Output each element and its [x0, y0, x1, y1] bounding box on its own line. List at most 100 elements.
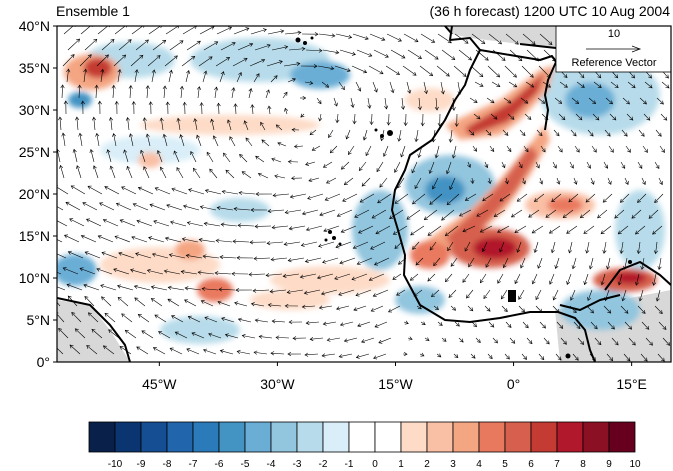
colorbar-label: -10: [108, 459, 123, 470]
wind-arrow: [549, 225, 561, 234]
wind-arrowhead: [212, 135, 217, 140]
lat-tick-label: 15°N: [19, 228, 50, 244]
wind-arrow: [369, 33, 385, 41]
wind-arrow: [570, 289, 576, 301]
wind-arrowhead: [514, 229, 519, 233]
wind-arrowhead: [542, 324, 546, 329]
wind-arrow: [556, 321, 563, 329]
wind-arrow: [379, 177, 388, 188]
wind-arrow: [235, 103, 237, 115]
wind-arrowhead: [144, 39, 149, 44]
wind-arrow: [241, 171, 252, 179]
wind-arrowhead: [392, 276, 397, 280]
wind-arrow: [322, 49, 339, 54]
wind-arrowhead: [665, 84, 670, 89]
wind-arrow: [259, 336, 273, 339]
wind-arrowhead: [173, 150, 178, 155]
wind-arrow: [557, 145, 563, 153]
wind-arrowhead: [302, 95, 307, 101]
wind-arrowhead: [403, 122, 408, 127]
wind-arrowhead: [662, 325, 667, 330]
anomaly-shading: [57, 38, 665, 344]
wind-arrow: [556, 177, 560, 185]
wind-arrowhead: [390, 89, 395, 94]
wind-arrowhead: [224, 333, 229, 338]
wind-arrow: [532, 273, 538, 285]
wind-arrow: [371, 113, 373, 125]
wind-arrowhead: [59, 164, 64, 169]
wind-arrow: [57, 301, 61, 307]
wind-arrow: [655, 241, 658, 254]
wind-arrow: [146, 85, 149, 99]
wind-arrowhead: [261, 58, 266, 63]
wind-arrowhead: [317, 100, 322, 105]
wind-arrow: [608, 145, 614, 153]
wind-arrow: [514, 225, 527, 233]
wind-arrow: [414, 177, 422, 189]
wind-arrow: [248, 88, 252, 99]
wind-arrowhead: [607, 180, 612, 185]
wind-arrow: [304, 353, 319, 356]
wind-arrowhead: [102, 345, 107, 350]
wind-arrow: [435, 145, 440, 158]
wind-arrowhead: [554, 265, 559, 270]
wind-arrowhead: [490, 323, 495, 328]
wind-arrowhead: [654, 199, 659, 203]
wind-arrowhead: [587, 164, 591, 169]
wind-arrow: [170, 221, 187, 227]
wind-arrow: [244, 120, 249, 131]
wind-arrowhead: [423, 90, 429, 95]
wind-arrowhead: [49, 202, 52, 205]
wind-arrowhead: [305, 161, 310, 166]
wind-arrow: [358, 225, 374, 234]
wind-arrow: [276, 124, 283, 131]
wind-arrowhead: [545, 214, 550, 218]
wind-arrowhead: [284, 45, 289, 50]
wind-arrowhead: [470, 180, 475, 184]
wind-arrowhead: [177, 26, 180, 29]
colorbar-label: -8: [163, 459, 172, 470]
wind-arrow: [447, 241, 454, 251]
wind-arrow: [199, 26, 215, 35]
wind-arrowhead: [466, 294, 470, 299]
wind-arrowhead: [473, 99, 478, 103]
wind-arrowhead: [92, 165, 97, 170]
wind-arrowhead: [550, 249, 555, 254]
wind-arrow: [480, 225, 493, 233]
wind-arrow: [624, 321, 632, 330]
wind-arrowhead: [452, 306, 457, 311]
wind-arrowhead: [75, 116, 80, 121]
wind-arrowhead: [364, 36, 369, 40]
wind-arrow: [225, 334, 239, 339]
wind-arrowhead: [380, 137, 385, 142]
wind-arrow: [108, 329, 120, 339]
wind-arrow: [431, 289, 440, 298]
wind-arrow: [91, 329, 103, 339]
wind-arrow: [410, 273, 419, 281]
wind-arrow: [136, 220, 153, 227]
wind-arrowhead: [284, 303, 289, 308]
wind-arrowhead: [547, 83, 551, 88]
wind-arrow: [487, 353, 493, 359]
wind-arrow: [163, 134, 168, 147]
wind-arrowhead: [238, 190, 243, 195]
wind-arrow: [129, 85, 132, 99]
wind-arrow: [321, 289, 338, 295]
wind-arrowhead: [652, 281, 657, 286]
wind-arrow: [639, 289, 644, 302]
wind-arrowhead: [504, 131, 509, 136]
wind-arrowhead: [151, 69, 156, 74]
wind-arrowhead: [459, 338, 464, 343]
wind-arrow: [284, 108, 288, 115]
wind-arrow: [620, 305, 629, 314]
wind-arrowhead: [431, 39, 436, 43]
wind-arrow: [187, 222, 204, 227]
wind-arrowhead: [533, 249, 538, 254]
wind-arrowhead: [476, 213, 481, 217]
wind-arrow: [521, 353, 527, 360]
wind-arrow: [76, 165, 82, 179]
wind-arrow: [388, 305, 401, 313]
wind-arrowhead: [585, 249, 590, 254]
wind-arrow: [641, 177, 646, 185]
wind-arrowhead: [179, 134, 184, 139]
